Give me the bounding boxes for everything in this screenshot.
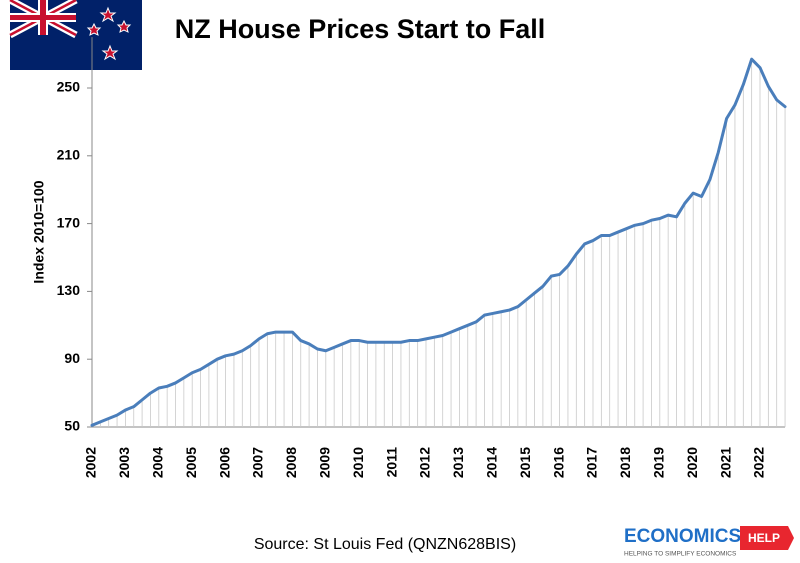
logo-badge: HELP [748,531,780,545]
x-tick-label: 2007 [250,447,266,478]
x-tick-label: 2016 [550,447,566,478]
y-tick-label: 50 [64,418,80,434]
x-tick-label: 2004 [150,447,166,478]
x-tick-label: 2009 [317,447,333,478]
x-tick-label: 2019 [651,447,667,478]
x-tick-label: 2015 [517,447,533,478]
logo-name: ECONOMICS [624,526,741,547]
x-tick-label: 2005 [183,447,199,478]
x-tick-label: 2002 [83,447,99,478]
source: Source: St Louis Fed (QNZN628BIS) [254,536,516,553]
x-tick-label: 2022 [751,447,767,478]
x-tick-label: 2003 [116,447,132,478]
y-tick-label: 130 [57,282,81,298]
plot-area: 50 90 130 170 210 250 2002 2003 2004 2005 2006 2007… [57,37,787,478]
x-tick-label: 2011 [383,447,399,478]
x-tick-label: 2008 [283,447,299,478]
y-tick-label: 210 [57,147,81,163]
data-line [90,57,787,427]
logo: ECONOMICS HELP HELPING TO SIMPLIFY ECONO… [624,526,794,558]
x-tick-label: 2021 [717,447,733,478]
x-tick-label: 2020 [684,447,700,478]
y-tick-label: 90 [64,350,80,366]
logo-badge-shape [740,526,794,550]
nz-flag [8,0,142,70]
y-tick-label: 170 [57,214,81,230]
logo-tagline: HELPING TO SIMPLIFY ECONOMICS [624,551,737,558]
y-axis-label: Index 2010=100 [31,180,47,283]
x-tick-label: 2013 [450,447,466,478]
chart-title: NZ House Prices Start to Fall [175,14,546,44]
x-tick-label: 2006 [216,447,232,478]
x-tick-label: 2010 [350,447,366,478]
y-tick-label: 250 [57,79,81,95]
x-tick-label: 2014 [484,447,500,478]
x-tick-label: 2012 [417,447,433,478]
x-tick-label: 2018 [617,447,633,478]
x-tick-label: 2017 [584,447,600,478]
